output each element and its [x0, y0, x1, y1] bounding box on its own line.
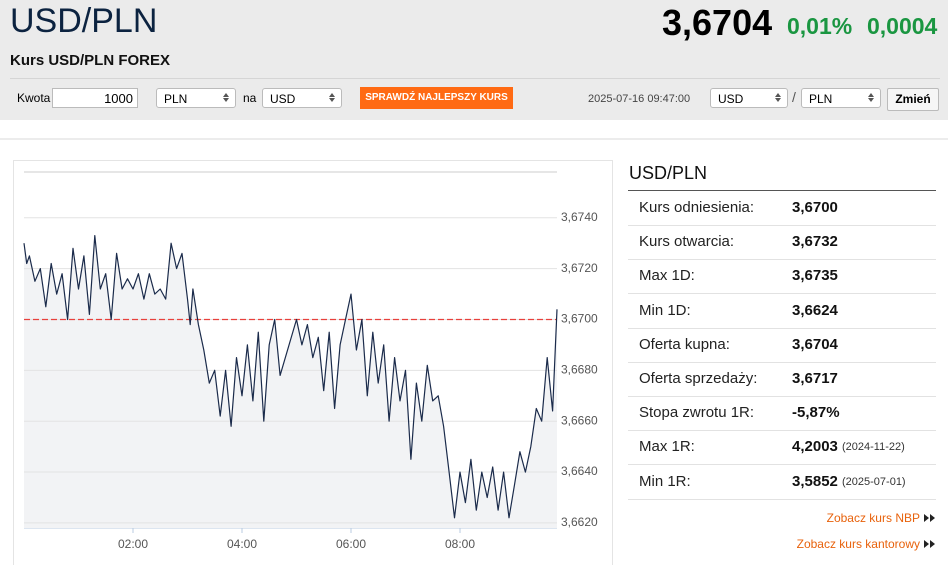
stats-value: 3,6704 [792, 335, 838, 353]
timestamp: 2025-07-16 09:47:00 [588, 93, 691, 105]
stats-row: Oferta kupna: 3,6704 [628, 328, 936, 363]
stats-label: Oferta sprzedaży: [639, 370, 758, 387]
quote-select[interactable]: PLN [801, 88, 881, 108]
separator: / [792, 89, 796, 105]
stats-label: Max 1D: [639, 267, 695, 285]
price: 3,6704 [662, 2, 773, 43]
from-select[interactable]: PLN [156, 88, 236, 108]
area [24, 235, 557, 528]
stats-row: Oferta sprzedaży: 3,6717 [628, 362, 936, 397]
y-tick-label: 3,6640 [561, 464, 598, 478]
change-abs: 0,0004 [867, 13, 938, 39]
y-tick-label: 3,6660 [561, 413, 598, 427]
stats-row: Kurs otwarcia: 3,6732 [628, 225, 936, 261]
arrow-icon [924, 540, 935, 548]
stats-value: 3,6735 [792, 267, 838, 285]
stats-row: Min 1R: 3,5852 (2025-07-01) [628, 465, 936, 500]
change-pct: 0,01% [787, 13, 853, 39]
stats-value: 3,6624 [792, 301, 838, 319]
stats-value: 4,2003 [792, 438, 838, 456]
stats-label: Kurs odniesienia: [639, 199, 755, 216]
change-button[interactable]: Zmień [887, 88, 939, 111]
to-label: na [243, 91, 257, 105]
stats-value: 3,6717 [792, 370, 838, 387]
y-tick-label: 3,6740 [561, 210, 598, 224]
stats-row: Stopa zwrotu 1R: -5,87% [628, 396, 936, 432]
to-select[interactable]: USD [262, 88, 342, 108]
section-divider [0, 138, 948, 140]
check-button[interactable]: SPRAWDŹ NAJLEPSZY KURS [360, 87, 513, 109]
stats-label: Max 1R: [639, 438, 695, 456]
stats-value: -5,87% [792, 404, 840, 422]
stats-row: Max 1D: 3,6735 [628, 259, 936, 295]
link[interactable]: Zobacz kurs NBP [827, 511, 936, 525]
stats-label: Min 1D: [639, 301, 691, 319]
link-text[interactable]: Zobacz kurs NBP [826, 511, 920, 525]
x-tick-label: 04:00 [227, 537, 257, 551]
y-tick-label: 3,6720 [561, 261, 598, 275]
y-tick-label: 3,6680 [561, 363, 598, 377]
stats-label: Min 1R: [639, 472, 691, 490]
chart: 3,6620 3,6640 3,6660 3,6680 3,6700 3,6720 3,67… [23, 171, 598, 551]
amount-label: Kwota [17, 91, 51, 105]
subtitle: Kurs USD/PLN FOREX [10, 52, 171, 69]
base-select[interactable]: USD [710, 88, 788, 108]
x-tick-label: 08:00 [445, 537, 475, 551]
arrow-icon [924, 514, 935, 522]
stats-label: Oferta kupna: [639, 335, 730, 353]
stats-label: Stopa zwrotu 1R: [639, 404, 755, 422]
stats-rule [628, 190, 936, 191]
stats-date: (2025-07-01) [842, 475, 906, 488]
stats-value: 3,6700 [792, 199, 838, 216]
y-tick-label: 3,6620 [561, 515, 598, 529]
divider [10, 78, 940, 79]
x-tick-label: 06:00 [336, 537, 366, 551]
title: USD/PLN [10, 2, 158, 40]
chart-box [13, 160, 613, 565]
header: USD/PLN Kurs USD/PLN FOREX 3,6704 0,01% … [0, 0, 948, 120]
stats-label: Kurs otwarcia: [639, 233, 735, 251]
price-line [23, 235, 558, 519]
link[interactable]: Zobacz kurs kantorowy [797, 537, 936, 551]
stats-row: Min 1D: 3,6624 [628, 294, 936, 329]
amount-input[interactable]: 1000 [52, 88, 138, 108]
y-tick-label: 3,6700 [561, 312, 598, 326]
stats-date: (2024-11-22) [842, 441, 905, 454]
stats-value: 3,5852 [792, 472, 838, 490]
stats-value: 3,6732 [792, 233, 838, 251]
link-text[interactable]: Zobacz kurs kantorowy [796, 537, 920, 551]
x-tick-label: 02:00 [118, 537, 148, 551]
stats-row: Max 1R: 4,2003 (2024-11-22) [628, 430, 936, 466]
stats-row: Kurs odniesienia: 3,6700 [628, 191, 936, 226]
stats-title: USD/PLN [629, 163, 708, 183]
